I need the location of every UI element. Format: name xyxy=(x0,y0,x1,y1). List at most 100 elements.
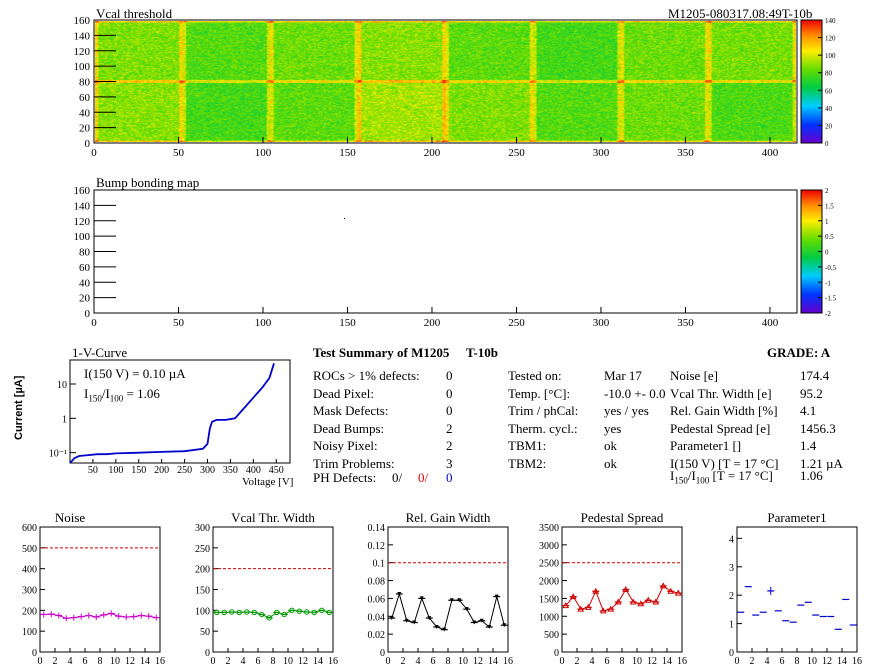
map-y-tick-label: 140 xyxy=(74,30,91,42)
small-x-tick-label: 12 xyxy=(298,656,308,667)
small-x-tick-label: 8 xyxy=(795,656,800,667)
summary-tag: T-10b xyxy=(466,345,499,360)
map-x-tick-label: 150 xyxy=(339,317,356,329)
small-y-tick-label: 0 xyxy=(554,648,559,659)
small-x-tick-label: 0 xyxy=(560,656,565,667)
map-y-tick-label: 20 xyxy=(79,293,91,305)
map-x-tick-label: 250 xyxy=(508,317,525,329)
small-plot-frame xyxy=(387,526,509,653)
small-data-marker xyxy=(404,618,409,623)
palette-tick-label: 2 xyxy=(825,187,829,195)
small-x-tick-label: 4 xyxy=(590,656,595,667)
iv-y-tick-label: 10 xyxy=(57,380,67,391)
iv-annotation-current: I(150 V) = 0.10 µA xyxy=(84,366,186,381)
map-cells xyxy=(95,21,796,142)
small-plot-frame xyxy=(212,526,334,653)
small-plot-title: Parameter1 xyxy=(767,510,826,525)
small-x-tick-label: 8 xyxy=(620,656,625,667)
summary-value: 2 xyxy=(446,420,453,436)
parameter-value: 1.21 µA xyxy=(800,455,843,471)
small-y-tick-label: 150 xyxy=(195,586,210,597)
palette-tick-label: 0 xyxy=(825,140,829,148)
small-data-marker xyxy=(274,609,280,616)
small-x-tick-label: 6 xyxy=(431,656,436,667)
vcal-threshold-map: 0 50 100 150 200 250 300 350 4000204060801001201… xyxy=(74,15,837,159)
map-x-tick-label: 100 xyxy=(255,317,272,329)
palette-tick-label: 120 xyxy=(825,35,836,43)
small-x-tick-label: 14 xyxy=(837,656,847,667)
iv-y-tick-label: 1 xyxy=(62,414,67,425)
small-y-tick-label: 0 xyxy=(32,648,37,659)
small-x-tick-label: 4 xyxy=(765,656,770,667)
small-y-tick-label: 400 xyxy=(22,565,37,576)
iv-y-tick-label: 10⁻¹ xyxy=(49,449,67,460)
palette-bar xyxy=(800,19,823,144)
small-x-tick-label: 10 xyxy=(458,656,468,667)
iv-x-tick-label: 50 xyxy=(88,465,98,476)
iv-x-tick-label: 450 xyxy=(269,465,284,476)
small-data-marker xyxy=(674,589,682,596)
test-info-value: ok xyxy=(604,438,617,453)
map-x-tick-label: 250 xyxy=(508,147,525,159)
small-x-tick-label: 2 xyxy=(53,656,58,667)
small-y-tick-label: 0.1 xyxy=(373,559,386,570)
small-y-tick-label: 0 xyxy=(205,648,210,659)
small-data-marker xyxy=(281,611,287,618)
small-data-marker xyxy=(389,616,394,621)
iv-x-tick-label: 300 xyxy=(200,465,215,476)
small-x-tick-label: 4 xyxy=(68,656,73,667)
test-info-label: Tested on: xyxy=(508,368,562,383)
map2-title: Bump bonding map xyxy=(96,175,200,190)
small-data-marker xyxy=(449,598,454,603)
small-data-marker xyxy=(562,602,570,609)
small-y-tick-label: 50 xyxy=(200,627,210,638)
small-y-tick-label: 200 xyxy=(195,565,210,576)
small-data-marker xyxy=(667,587,675,594)
map-x-tick-label: 400 xyxy=(762,147,779,159)
small-data-marker xyxy=(614,598,622,605)
small-data-marker xyxy=(479,618,484,623)
small-x-tick-label: 10 xyxy=(807,656,817,667)
small-x-tick-label: 2 xyxy=(750,656,755,667)
ph-defects-value-1: 0/ xyxy=(392,470,403,485)
small-y-tick-label: 250 xyxy=(195,544,210,555)
small-data-marker xyxy=(296,608,302,614)
summary-label: ROCs > 1% defects: xyxy=(313,368,420,383)
small-x-tick-label: 0 xyxy=(38,656,43,667)
palette-tick-label: -1.5 xyxy=(825,295,837,303)
small-plot-frame xyxy=(561,526,683,653)
map-x-tick-label: 300 xyxy=(593,317,610,329)
test-info-value: ok xyxy=(604,455,617,471)
palette-tick-label: 140 xyxy=(825,17,836,25)
small-data-marker xyxy=(251,609,257,616)
map-y-tick-label: 20 xyxy=(79,123,91,135)
small-x-tick-label: 6 xyxy=(605,656,610,667)
parameter-value: 95.2 xyxy=(800,385,823,401)
iv-x-tick-label: 150 xyxy=(131,465,146,476)
palette-tick-label: -0.5 xyxy=(825,264,837,272)
small-x-tick-label: 10 xyxy=(110,656,120,667)
small-data-marker xyxy=(622,585,630,592)
small-x-tick-label: 4 xyxy=(416,656,421,667)
map-y-tick-label: 0 xyxy=(85,138,91,150)
small-y-tick-label: 500 xyxy=(22,544,37,555)
small-y-tick-label: 1500 xyxy=(539,594,559,605)
ratio-value: 1.06 xyxy=(800,468,823,483)
summary-label: Noisy Pixel: xyxy=(313,438,378,453)
parameter-value: 1456.3 xyxy=(800,420,836,436)
small-data-marker xyxy=(427,616,432,621)
palette-tick-label: 80 xyxy=(825,70,833,78)
ratio-label: I150/I100 [T = 17 °C] xyxy=(670,468,773,486)
small-y-tick-label: 3 xyxy=(729,563,734,574)
test-info-value: yes xyxy=(604,420,622,436)
map-y-tick-label: 40 xyxy=(79,277,91,289)
map-x-tick-label: 0 xyxy=(91,317,97,329)
map-x-tick-label: 300 xyxy=(593,147,610,159)
map-frame xyxy=(93,189,798,314)
iv-x-tick-label: 200 xyxy=(154,465,169,476)
small-x-tick-label: 16 xyxy=(852,656,862,667)
palette-tick-label: -1 xyxy=(825,279,831,287)
